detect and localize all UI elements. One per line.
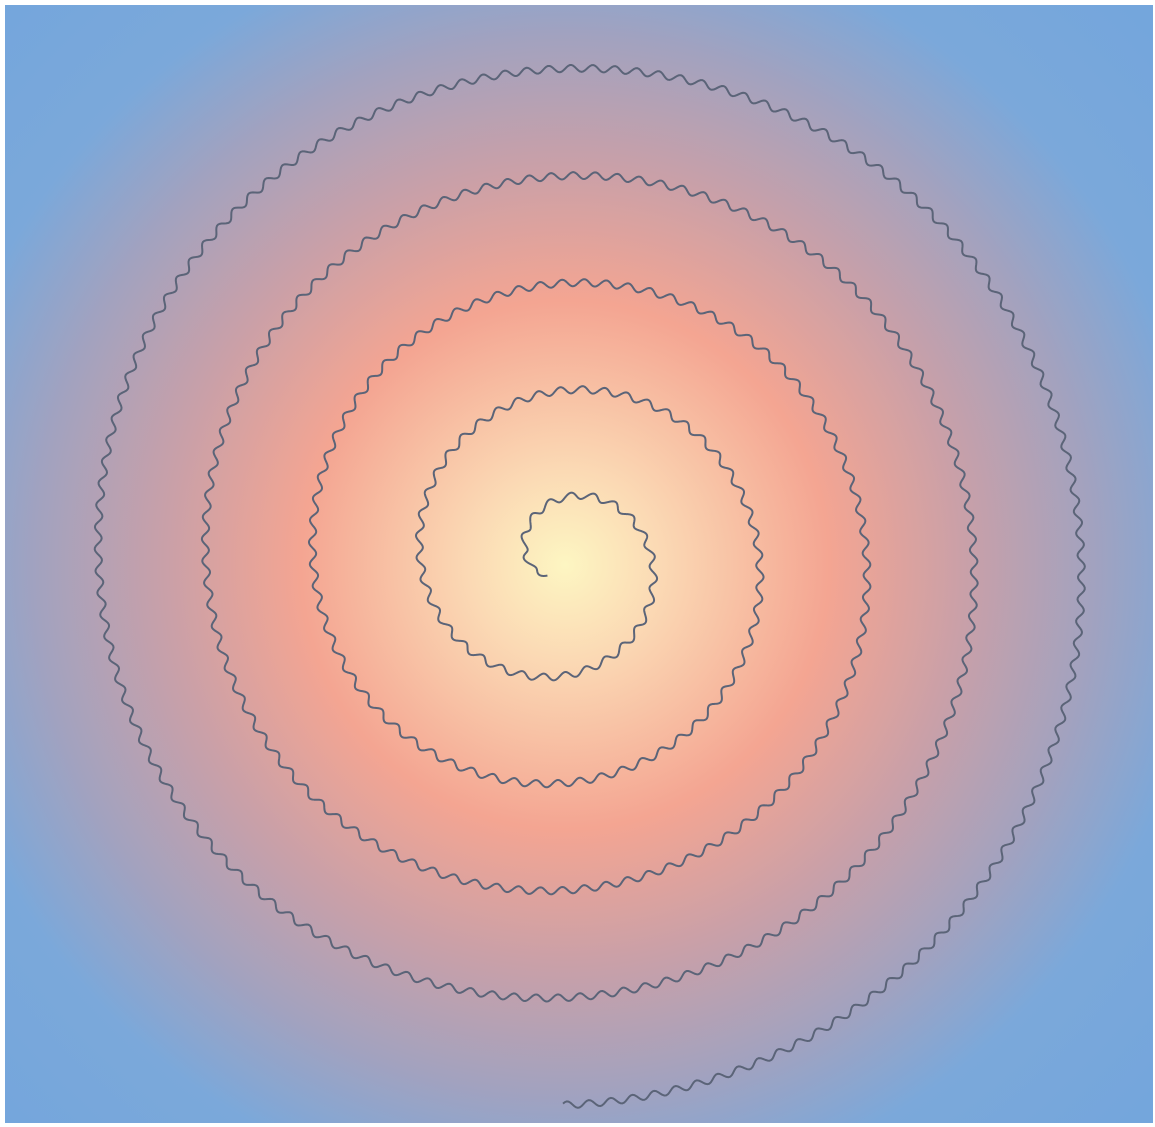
- background: [5, 5, 1153, 1123]
- wavy-spiral: [93, 64, 1086, 1109]
